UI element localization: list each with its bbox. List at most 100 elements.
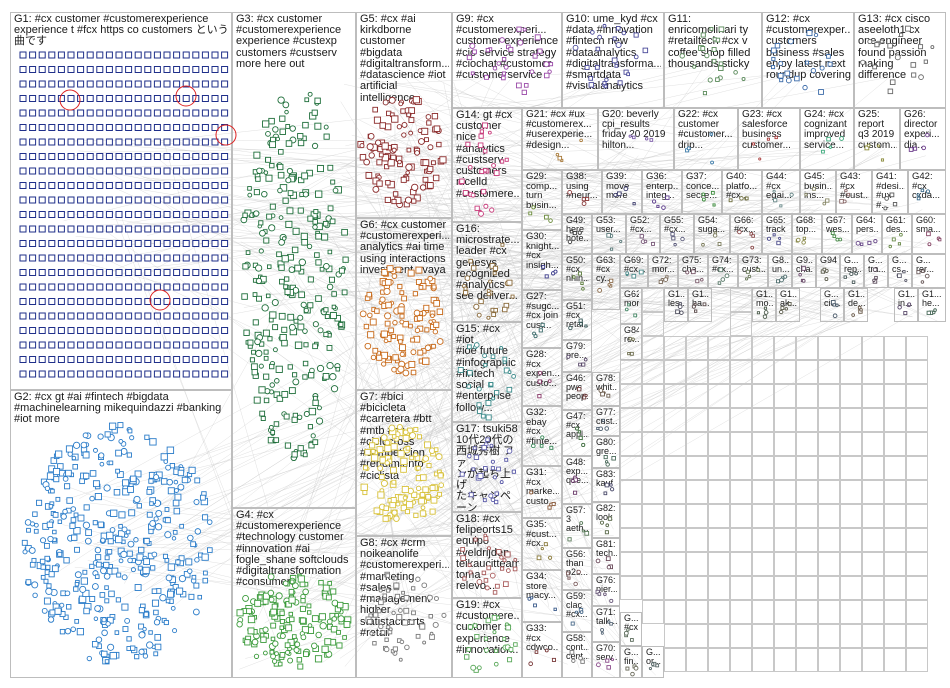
group-panel-g53: G53: user...: [592, 214, 626, 254]
small-group-cell: [840, 648, 862, 672]
small-group-cell: [796, 648, 818, 672]
group-label-g1: G1: #cx customer #customerexperience exp…: [14, 14, 229, 48]
group-label-g99: G... cio...: [824, 290, 841, 309]
small-group-cell: [752, 408, 774, 432]
small-group-cell: [730, 384, 752, 408]
small-group-cell: [862, 384, 884, 408]
small-group-cell: [642, 336, 664, 360]
small-group-cell: [840, 576, 862, 600]
small-group-cell: [686, 600, 708, 624]
group-panel-g82: G82: look: [592, 502, 620, 538]
group-panel-g42: G42: #cx cxda...: [908, 170, 946, 214]
small-group-cell: [730, 336, 752, 360]
group-label-g49: G49: here hote...: [566, 216, 589, 244]
group-panel-g84: G84: re...: [620, 324, 642, 360]
group-panel-g60: G60: sma...: [912, 214, 946, 254]
group-label-g17: G17: tsuki58 10代20代の 西城秀樹 ファ ンが起ち上げ たキャン…: [456, 424, 518, 512]
group-label-g78: G78: whit...: [596, 374, 617, 393]
small-group-cell: [642, 600, 664, 624]
small-group-cell: [642, 504, 664, 528]
group-label-g34: G34: store macy...: [526, 572, 556, 602]
small-group-cell: [906, 624, 928, 648]
small-group-cell: [708, 336, 730, 360]
small-group-cell: [884, 624, 906, 648]
small-group-cell: [796, 408, 818, 432]
small-group-cell: [906, 648, 928, 672]
group-label-g15: G15: #cx #iot #ioe future #infographic #…: [456, 324, 516, 414]
group-panel-g67: G67: wes...: [822, 214, 852, 254]
group-panel-g41: G41: #desi... #ux #...: [872, 170, 908, 214]
group-panel-g59: G59: clac #cx...: [562, 590, 592, 632]
group-panel-g29: G29: comp... turn busin...: [522, 170, 562, 230]
group-panel-g70: G70: serv...: [592, 642, 620, 678]
small-group-cell: [620, 480, 642, 504]
group-panel-g4: G4: #cx #customerexperience #technology …: [232, 508, 356, 678]
small-group-cell: [774, 336, 796, 360]
group-panel-g16: G16: microstrate... leader #cx genesys r…: [452, 222, 522, 322]
small-group-cell: [664, 384, 686, 408]
small-group-cell: [686, 576, 708, 600]
group-panel-g6: G6: #cx customer #customerexperi... anal…: [356, 218, 452, 390]
small-group-cell: [774, 456, 796, 480]
group-panel-g66: G66: #cx...: [730, 214, 762, 254]
small-group-cell: [730, 456, 752, 480]
group-label-g48: G48: exp... que...: [566, 458, 589, 486]
group-label-g83: G83: kauf: [596, 470, 616, 489]
small-group-cell: [840, 408, 862, 432]
small-group-cell: [796, 480, 818, 504]
group-label-g51: G51: #cx retai...: [566, 302, 589, 330]
small-group-cell: [774, 576, 796, 600]
group-panel-g37: G37: conce... secre...: [682, 170, 722, 214]
group-label-g18: G18: #cx felipeorts15 equipo #veldrijden…: [456, 514, 519, 593]
small-group-cell: [664, 624, 686, 648]
small-group-cell: [818, 456, 840, 480]
group-label-g4: G4: #cx #customerexperience #technology …: [236, 510, 349, 589]
group-label-g97: G1... mo...: [756, 290, 773, 309]
group-panel-g35: G35: #cust... #cx...: [522, 518, 562, 570]
small-group-cell: [664, 504, 686, 528]
group-panel-g12: G12: #cx #customerexper... customers bus…: [762, 12, 854, 108]
small-group-cell: [884, 432, 906, 456]
group-label-g46: G46: pwc peop...: [566, 374, 589, 402]
group-panel-g81: G81: tech...: [592, 538, 620, 574]
group-label-g3: G3: #cx customer #customerexperience exp…: [236, 14, 342, 70]
small-group-cell: [774, 552, 796, 576]
small-group-cell: [686, 504, 708, 528]
small-group-cell: [862, 552, 884, 576]
group-label-g65: G65: track: [766, 216, 786, 235]
group-label-g52: G52: #cx...: [630, 216, 652, 235]
small-group-cell: [862, 432, 884, 456]
small-group-cell: [708, 480, 730, 504]
small-group-cell: [840, 432, 862, 456]
small-group-cell: [774, 432, 796, 456]
group-panel-g27: G27: #sugc... #cx join cust...: [522, 290, 562, 348]
small-group-cell: [642, 456, 664, 480]
group-panel-g76: G76: pier...: [592, 574, 620, 606]
group-panel-g30: G30: knight... #cx insigh...: [522, 230, 562, 290]
group-panel-g100: G1... de...: [844, 288, 868, 322]
group-panel-g5: G5: #cx #ai kirkdborne customer #bigdata…: [356, 12, 452, 218]
small-group-cell: [752, 360, 774, 384]
group-label-g102: G1... he...: [922, 290, 942, 309]
small-group-cell: [730, 624, 752, 648]
group-panel-g15: G15: #cx #iot #ioe future #infographic #…: [452, 322, 522, 422]
group-label-g55: G55: #cx...: [664, 216, 686, 235]
group-label-g25: G25: report q3 2019 custom...: [858, 110, 897, 151]
group-label-g61: G61: des...: [886, 216, 909, 235]
small-group-cell: [642, 528, 664, 552]
small-group-cell: [906, 456, 928, 480]
small-group-cell: [862, 528, 884, 552]
group-panel-g87: G94 ...: [816, 254, 840, 288]
small-group-cell: [686, 552, 708, 576]
small-group-cell: [752, 336, 774, 360]
small-group-cell: [774, 648, 796, 672]
small-group-cell: [708, 528, 730, 552]
group-label-g79: G79: pre...: [566, 342, 587, 361]
group-label-g68: G68: top...: [796, 216, 817, 235]
group-panel-g102: G1... he...: [918, 288, 946, 322]
group-label-g30: G30: knight... #cx insigh...: [526, 232, 559, 271]
small-group-cell: [664, 456, 686, 480]
group-label-g96: G1... ha...: [692, 290, 709, 309]
group-label-g57: G57: 3 aeth...: [566, 506, 589, 534]
